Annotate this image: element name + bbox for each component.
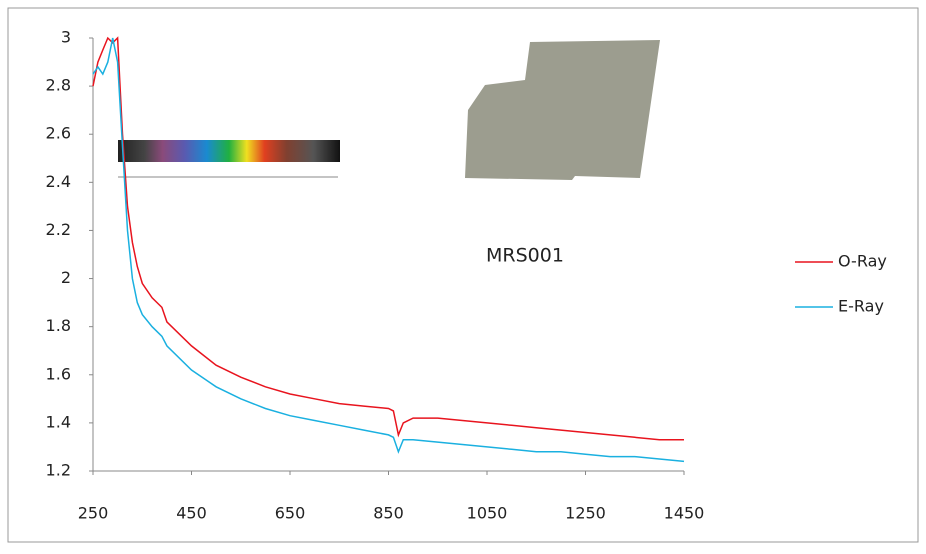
legend-label: E-Ray xyxy=(838,297,884,316)
y-tick-label: 2.8 xyxy=(46,76,71,95)
y-tick-label: 1.2 xyxy=(46,461,71,480)
legend-label: O-Ray xyxy=(838,252,887,271)
inset-sample xyxy=(465,40,660,180)
x-tick-label: 650 xyxy=(275,504,306,523)
data-line xyxy=(92,36,684,441)
x-tick-label: 250 xyxy=(78,504,109,523)
frame xyxy=(7,7,919,543)
y-tick-label: 1.4 xyxy=(46,412,71,431)
y-tick-label: 2.4 xyxy=(46,172,71,191)
x-tick-label: 1250 xyxy=(565,504,606,523)
y-tick-label: 2 xyxy=(61,268,71,287)
y-tick-label: 3 xyxy=(61,28,71,47)
inset-spectrum xyxy=(118,140,340,178)
x-tick-label: 850 xyxy=(373,504,404,523)
x-tick-label: 1450 xyxy=(664,504,705,523)
annotation: MRS001 xyxy=(486,245,564,267)
data-line xyxy=(92,37,685,463)
x-tick-label: 1050 xyxy=(467,504,508,523)
y-tick-label: 1.6 xyxy=(46,364,71,383)
y-tick-label: 2.2 xyxy=(46,220,71,239)
x-tick-label: 450 xyxy=(176,504,207,523)
y-tick-label: 2.6 xyxy=(46,124,71,143)
y-tick-label: 1.8 xyxy=(46,316,71,335)
